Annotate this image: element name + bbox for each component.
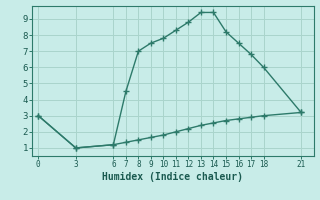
X-axis label: Humidex (Indice chaleur): Humidex (Indice chaleur): [102, 172, 243, 182]
